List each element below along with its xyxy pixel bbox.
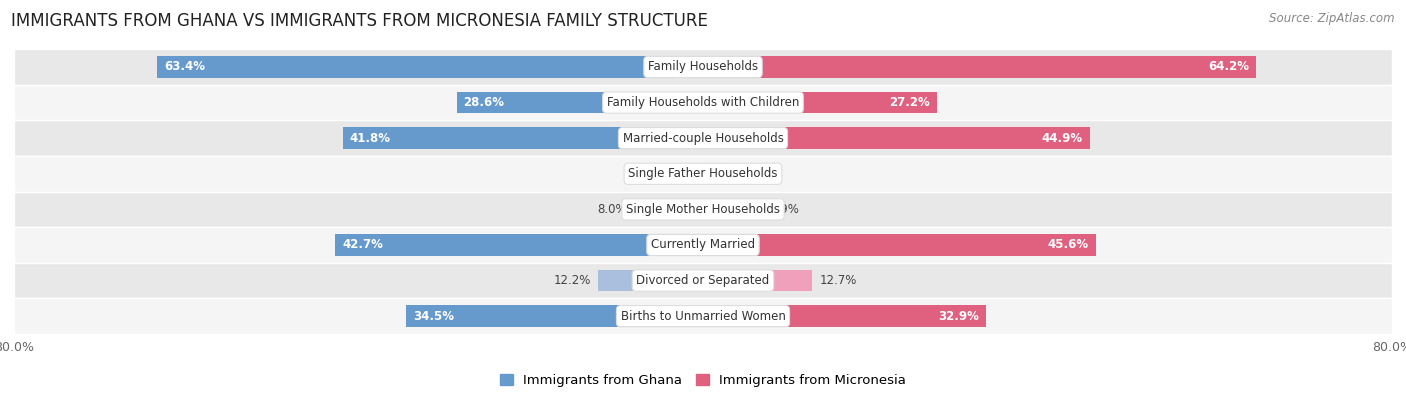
Text: Divorced or Separated: Divorced or Separated xyxy=(637,274,769,287)
Bar xyxy=(703,234,1095,256)
Text: 27.2%: 27.2% xyxy=(890,96,931,109)
Text: 6.9%: 6.9% xyxy=(769,203,799,216)
Text: 2.6%: 2.6% xyxy=(733,167,762,180)
Bar xyxy=(335,234,703,256)
Text: 44.9%: 44.9% xyxy=(1042,132,1083,145)
Bar xyxy=(14,227,1392,263)
Bar xyxy=(14,156,1392,192)
Text: 28.6%: 28.6% xyxy=(464,96,505,109)
Text: 64.2%: 64.2% xyxy=(1208,60,1249,73)
Bar xyxy=(343,128,703,149)
Bar xyxy=(703,92,938,113)
Text: Births to Unmarried Women: Births to Unmarried Women xyxy=(620,310,786,323)
Bar xyxy=(14,263,1392,298)
Text: Single Mother Households: Single Mother Households xyxy=(626,203,780,216)
Text: IMMIGRANTS FROM GHANA VS IMMIGRANTS FROM MICRONESIA FAMILY STRUCTURE: IMMIGRANTS FROM GHANA VS IMMIGRANTS FROM… xyxy=(11,12,709,30)
Bar xyxy=(14,49,1392,85)
Text: Family Households: Family Households xyxy=(648,60,758,73)
Text: 12.2%: 12.2% xyxy=(554,274,591,287)
Bar xyxy=(157,56,703,78)
Bar xyxy=(14,298,1392,334)
Text: Married-couple Households: Married-couple Households xyxy=(623,132,783,145)
Bar xyxy=(457,92,703,113)
Bar xyxy=(703,163,725,184)
Text: 8.0%: 8.0% xyxy=(598,203,627,216)
Text: Currently Married: Currently Married xyxy=(651,239,755,252)
Text: Single Father Households: Single Father Households xyxy=(628,167,778,180)
Bar xyxy=(703,305,987,327)
Text: Source: ZipAtlas.com: Source: ZipAtlas.com xyxy=(1270,12,1395,25)
Text: 41.8%: 41.8% xyxy=(350,132,391,145)
Bar xyxy=(703,270,813,291)
Text: 42.7%: 42.7% xyxy=(342,239,382,252)
Bar xyxy=(703,56,1256,78)
Bar xyxy=(682,163,703,184)
Bar xyxy=(14,192,1392,227)
Text: 34.5%: 34.5% xyxy=(413,310,454,323)
Text: 45.6%: 45.6% xyxy=(1047,239,1088,252)
Bar xyxy=(703,128,1090,149)
Bar xyxy=(14,120,1392,156)
Bar xyxy=(634,199,703,220)
Legend: Immigrants from Ghana, Immigrants from Micronesia: Immigrants from Ghana, Immigrants from M… xyxy=(495,369,911,393)
Text: 12.7%: 12.7% xyxy=(820,274,856,287)
Text: Family Households with Children: Family Households with Children xyxy=(607,96,799,109)
Bar xyxy=(406,305,703,327)
Text: 2.4%: 2.4% xyxy=(645,167,675,180)
Bar xyxy=(703,199,762,220)
Text: 32.9%: 32.9% xyxy=(939,310,980,323)
Text: 63.4%: 63.4% xyxy=(165,60,205,73)
Bar xyxy=(598,270,703,291)
Bar xyxy=(14,85,1392,120)
